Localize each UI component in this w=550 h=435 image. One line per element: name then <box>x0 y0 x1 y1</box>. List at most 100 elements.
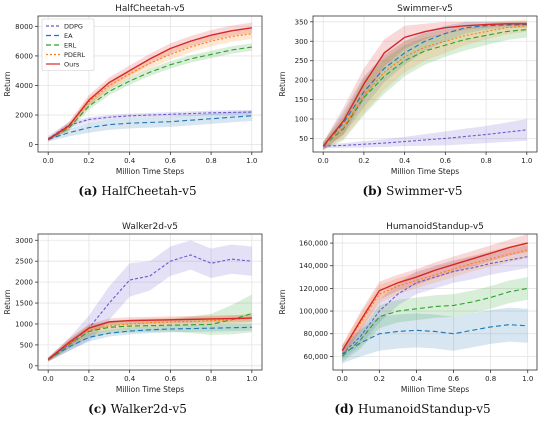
series-band-ours <box>48 314 252 362</box>
x-tick-label: 0.2 <box>83 375 94 383</box>
x-tick-label: 1.0 <box>246 157 257 165</box>
series-band-erl <box>342 277 528 363</box>
series-group <box>47 22 252 142</box>
caption-swimmer: (b) Swimmer-v5 <box>275 184 550 198</box>
series-band-ea <box>48 110 252 142</box>
axes-frame <box>332 233 538 371</box>
y-tick-label: 0 <box>29 362 33 370</box>
legend-box <box>41 18 95 71</box>
chart-panel-halfcheetah: HalfCheetah-v5 0.0 0.2 0.4 0.6 0.8 1.0 0 2000 400… <box>0 0 275 217</box>
series-line-ea <box>48 115 252 140</box>
series-line-erl <box>341 287 528 357</box>
x-tick-label: 0.8 <box>206 375 217 383</box>
series-line-pderl <box>47 33 252 140</box>
series-line-ea <box>47 326 252 361</box>
x-tick-label: 0.0 <box>337 375 348 383</box>
y-tick-label: 100 <box>295 115 308 123</box>
chart-panel-walker2d: Walker2d-v5 0.0 0.2 0.4 0.6 0.8 1.0 0 500 1000 150… <box>0 218 275 435</box>
series-line-ddpg <box>323 129 527 147</box>
series-line-ea <box>341 324 528 355</box>
series-group <box>322 19 527 151</box>
series-band-erl <box>48 43 252 141</box>
caption-humanoidstandup: (d) HumanoidStandup-v5 <box>275 402 550 416</box>
series-band-ddpg <box>342 245 528 360</box>
y-tick-label: 80,000 <box>304 330 329 338</box>
caption-letter: (b) <box>362 184 383 198</box>
plot-area <box>313 16 537 152</box>
x-tick-label: 0.4 <box>124 157 136 165</box>
y-tick-label: 1000 <box>15 320 33 328</box>
x-tick-label: 1.0 <box>521 157 532 165</box>
series-band-ours <box>48 22 252 141</box>
series-line-ours <box>341 242 528 352</box>
y-tick-label: 2000 <box>15 279 33 287</box>
chart-svg-humanoidstandup: HumanoidStandup-v5 0.0 0.2 0.4 0.6 0.8 1.0 60,0… <box>278 222 538 394</box>
caption-letter: (d) <box>334 402 355 416</box>
y-axis-label: Return <box>3 71 12 96</box>
series-line-ours <box>47 317 252 361</box>
y-tick-label: 2000 <box>15 112 33 120</box>
y-tick-label: 0 <box>29 141 33 149</box>
chart-title: HalfCheetah-v5 <box>115 4 185 14</box>
x-tick-label: 1.0 <box>246 375 257 383</box>
chart-title: Swimmer-v5 <box>397 4 453 14</box>
series-band-ours <box>342 234 528 357</box>
x-axis-label: Million Time Steps <box>116 385 184 394</box>
y-tick-label: 160,000 <box>299 240 328 248</box>
y-axis-label: Return <box>278 71 287 96</box>
series-group <box>341 234 528 364</box>
x-tick-label: 1.0 <box>522 375 533 383</box>
series-line-ddpg <box>47 111 252 140</box>
chart-title: HumanoidStandup-v5 <box>386 222 484 232</box>
caption-letter: (a) <box>78 184 98 198</box>
series-group <box>47 240 252 362</box>
chart-svg-halfcheetah: HalfCheetah-v5 0.0 0.2 0.4 0.6 0.8 1.0 0 2000 400… <box>3 4 263 176</box>
series-line-erl <box>47 46 252 140</box>
series-line-ddpg <box>341 256 528 355</box>
x-tick-label: 0.6 <box>165 375 177 383</box>
series-line-pderl <box>47 317 252 360</box>
caption-text: HumanoidStandup-v5 <box>357 402 491 416</box>
y-tick-label: 350 <box>295 18 308 26</box>
chart-svg-swimmer: Swimmer-v5 0.0 0.2 0.4 0.6 0.8 1.0 50 100 150 200 2… <box>278 4 538 176</box>
x-tick-label: 0.6 <box>440 157 452 165</box>
y-tick-label: 2500 <box>15 258 33 266</box>
x-tick-label: 0.8 <box>481 157 492 165</box>
legend-label-pderl: PDERL <box>64 51 86 59</box>
plot-area <box>333 234 537 370</box>
series-band-erl <box>48 294 252 362</box>
x-axis-label: Million Time Steps <box>391 167 459 176</box>
caption-walker2d: (c) Walker2d-v5 <box>0 402 275 416</box>
series-band-ddpg <box>48 240 252 362</box>
caption-halfcheetah: (a) HalfCheetah-v5 <box>0 184 275 198</box>
chart-title: Walker2d-v5 <box>122 222 178 232</box>
chart-panel-humanoidstandup: HumanoidStandup-v5 0.0 0.2 0.4 0.6 0.8 1.0 60,0… <box>275 218 550 435</box>
axes-frame <box>37 233 263 371</box>
x-tick-label: 0.0 <box>318 157 329 165</box>
series-band-ours <box>323 21 527 151</box>
series-line-ea <box>322 23 527 147</box>
x-tick-label: 0.2 <box>83 157 94 165</box>
y-tick-label: 120,000 <box>299 285 328 293</box>
x-axis-label: Million Time Steps <box>401 385 469 394</box>
plot-area <box>38 234 262 370</box>
series-band-ddpg <box>323 118 527 149</box>
series-band-pderl <box>342 241 528 357</box>
y-tick-label: 4000 <box>15 82 33 90</box>
x-tick-label: 0.6 <box>165 157 177 165</box>
y-tick-label: 140,000 <box>299 262 328 270</box>
y-tick-label: 300 <box>295 38 308 46</box>
series-band-pderl <box>48 28 252 141</box>
series-line-pderl <box>341 249 528 352</box>
y-tick-label: 6000 <box>15 52 33 60</box>
caption-letter: (c) <box>88 402 107 416</box>
y-tick-label: 50 <box>299 135 308 143</box>
x-tick-label: 0.8 <box>485 375 496 383</box>
caption-text: Walker2d-v5 <box>110 402 187 416</box>
caption-text: Swimmer-v5 <box>386 184 463 198</box>
x-tick-label: 0.8 <box>206 157 217 165</box>
y-axis-label: Return <box>3 289 12 314</box>
legend-label-erl: ERL <box>64 42 77 50</box>
x-tick-label: 0.4 <box>411 375 423 383</box>
